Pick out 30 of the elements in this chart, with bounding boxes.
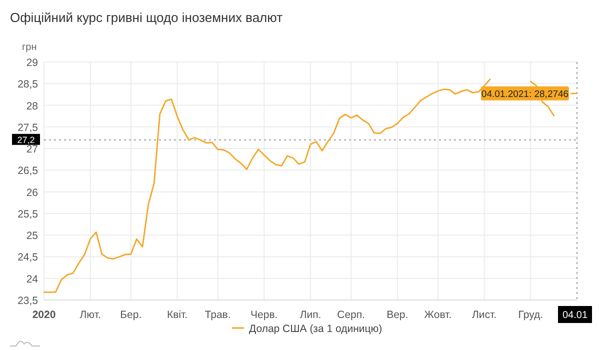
- y-axis-title: грн: [22, 42, 37, 53]
- chart-title: Офіційний курс гривні щодо іноземних валют: [10, 10, 283, 25]
- y-tick-label: 28: [26, 100, 38, 112]
- y-tick-label: 27: [26, 144, 38, 156]
- x-tick-label: Груд.: [518, 309, 544, 321]
- x-tick-label: Трав.: [204, 309, 231, 321]
- x-tick-label: 04.01: [562, 310, 588, 321]
- x-tick-label: Лип.: [300, 309, 322, 321]
- y-tick-label: 27,5: [18, 122, 38, 134]
- x-tick-label: Квіт.: [166, 309, 188, 321]
- annotation: 04.01.2021: 28,2746: [481, 88, 569, 100]
- ref-line-label: 27,2: [17, 134, 35, 145]
- x-tick-label: 2020: [32, 309, 56, 321]
- y-tick-label: 25,5: [18, 208, 38, 220]
- y-tick-label: 26: [26, 186, 38, 199]
- x-tick-label: Черв.: [250, 309, 278, 321]
- x-tick-label: Лют.: [80, 309, 101, 321]
- y-tick-label: 24: [26, 273, 38, 286]
- x-tick-label: Жовт.: [424, 309, 452, 321]
- y-tick-label: 29: [26, 57, 38, 69]
- y-tick-label: 28,5: [18, 78, 38, 91]
- y-tick-label: 26,5: [18, 165, 38, 178]
- x-tick-label: Серп.: [337, 309, 365, 321]
- y-tick-label: 24,5: [18, 252, 38, 264]
- y-tick-label: 25: [26, 230, 38, 242]
- x-tick-label: Бер.: [120, 309, 142, 321]
- x-tick-label: Вер.: [386, 309, 408, 321]
- legend-label: Долар США (за 1 одиницю): [249, 323, 382, 335]
- x-tick-label: Лист.: [472, 309, 497, 321]
- y-tick-label: 23,5: [18, 295, 38, 307]
